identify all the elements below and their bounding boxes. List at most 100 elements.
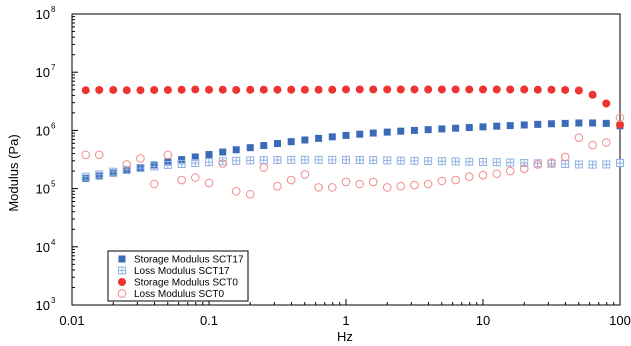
data-point: [588, 160, 597, 169]
data-point: [287, 85, 296, 94]
y-tick-exponent: 5: [51, 180, 56, 189]
legend-marker: [118, 255, 126, 263]
data-point: [479, 85, 487, 94]
data-point: [369, 129, 377, 137]
x-tick-label: 10: [476, 313, 490, 328]
data-point: [328, 133, 336, 141]
data-point: [287, 138, 295, 146]
data-point: [547, 120, 555, 128]
data-point: [451, 85, 460, 94]
data-point: [383, 85, 392, 94]
data-point: [437, 157, 446, 166]
data-point: [122, 165, 131, 174]
data-point: [260, 142, 268, 150]
data-point: [575, 119, 583, 127]
legend-label: Loss Modulus SCT0: [134, 289, 224, 300]
data-point: [109, 167, 118, 176]
data-point: [519, 164, 529, 173]
data-point: [259, 156, 268, 165]
data-point: [520, 85, 529, 94]
y-tick-label: 10: [36, 182, 50, 197]
data-point: [396, 85, 405, 94]
data-point: [314, 183, 323, 192]
data-point: [424, 126, 432, 134]
data-point: [245, 189, 255, 199]
data-marks: [81, 85, 625, 199]
data-point: [218, 159, 228, 168]
data-point: [232, 156, 241, 165]
data-point: [423, 179, 433, 189]
data-point: [492, 85, 501, 94]
data-point: [205, 158, 213, 167]
data-point: [465, 124, 473, 132]
data-point: [602, 99, 611, 108]
data-point: [478, 170, 488, 180]
x-axis-title: Hz: [337, 329, 353, 344]
legend-box: [107, 250, 249, 302]
data-point: [191, 159, 200, 168]
legend-marker: [118, 278, 126, 286]
data-point: [219, 148, 227, 156]
data-point: [397, 127, 405, 135]
data-point: [616, 120, 624, 129]
data-point: [177, 85, 186, 94]
data-point: [369, 85, 378, 94]
data-point: [505, 166, 515, 176]
x-tick-label: 1: [342, 313, 349, 328]
y-tick-label: 10: [36, 240, 50, 255]
data-point: [328, 85, 337, 94]
data-point: [520, 121, 528, 129]
data-point: [342, 131, 350, 139]
data-point: [231, 186, 241, 196]
data-point: [341, 177, 351, 187]
data-point: [191, 85, 200, 94]
data-point: [301, 136, 309, 144]
data-point: [190, 173, 200, 182]
legend-entry: Storage Modulus SCT0: [118, 278, 238, 289]
data-point: [368, 177, 378, 187]
data-point: [396, 181, 406, 191]
data-point: [410, 156, 419, 165]
data-point: [273, 156, 282, 165]
data-point: [451, 175, 460, 185]
data-point: [342, 85, 350, 94]
data-point: [588, 140, 597, 150]
data-point: [602, 119, 610, 127]
data-point: [574, 86, 583, 95]
data-point: [177, 175, 186, 185]
data-point: [616, 159, 624, 168]
data-point: [506, 85, 515, 94]
data-point: [533, 160, 543, 169]
data-point: [109, 85, 118, 94]
data-point: [314, 155, 323, 164]
data-point: [246, 144, 254, 152]
data-point: [410, 126, 418, 134]
data-point: [81, 150, 91, 160]
legend-marker: [117, 289, 127, 298]
data-point: [163, 150, 173, 160]
data-point: [122, 86, 131, 95]
data-point: [396, 156, 405, 165]
y-tick-label: 10: [36, 123, 50, 138]
data-point: [300, 170, 310, 179]
data-point: [232, 85, 241, 94]
data-point: [81, 172, 90, 181]
data-point: [286, 175, 296, 185]
data-point: [560, 152, 570, 162]
data-point: [547, 158, 556, 167]
data-point: [315, 134, 323, 142]
data-point: [273, 181, 282, 191]
data-point: [136, 86, 145, 95]
data-point: [150, 162, 159, 171]
data-point: [342, 155, 350, 164]
data-point: [464, 172, 474, 182]
series-4: [81, 113, 625, 199]
data-point: [149, 179, 159, 189]
data-point: [355, 156, 364, 165]
data-point: [533, 85, 542, 94]
data-point: [438, 125, 446, 133]
data-point: [204, 178, 214, 188]
data-point: [410, 180, 419, 190]
legend-label: Storage Modulus SCT17: [134, 255, 244, 266]
y-tick-exponent: 8: [51, 5, 56, 14]
